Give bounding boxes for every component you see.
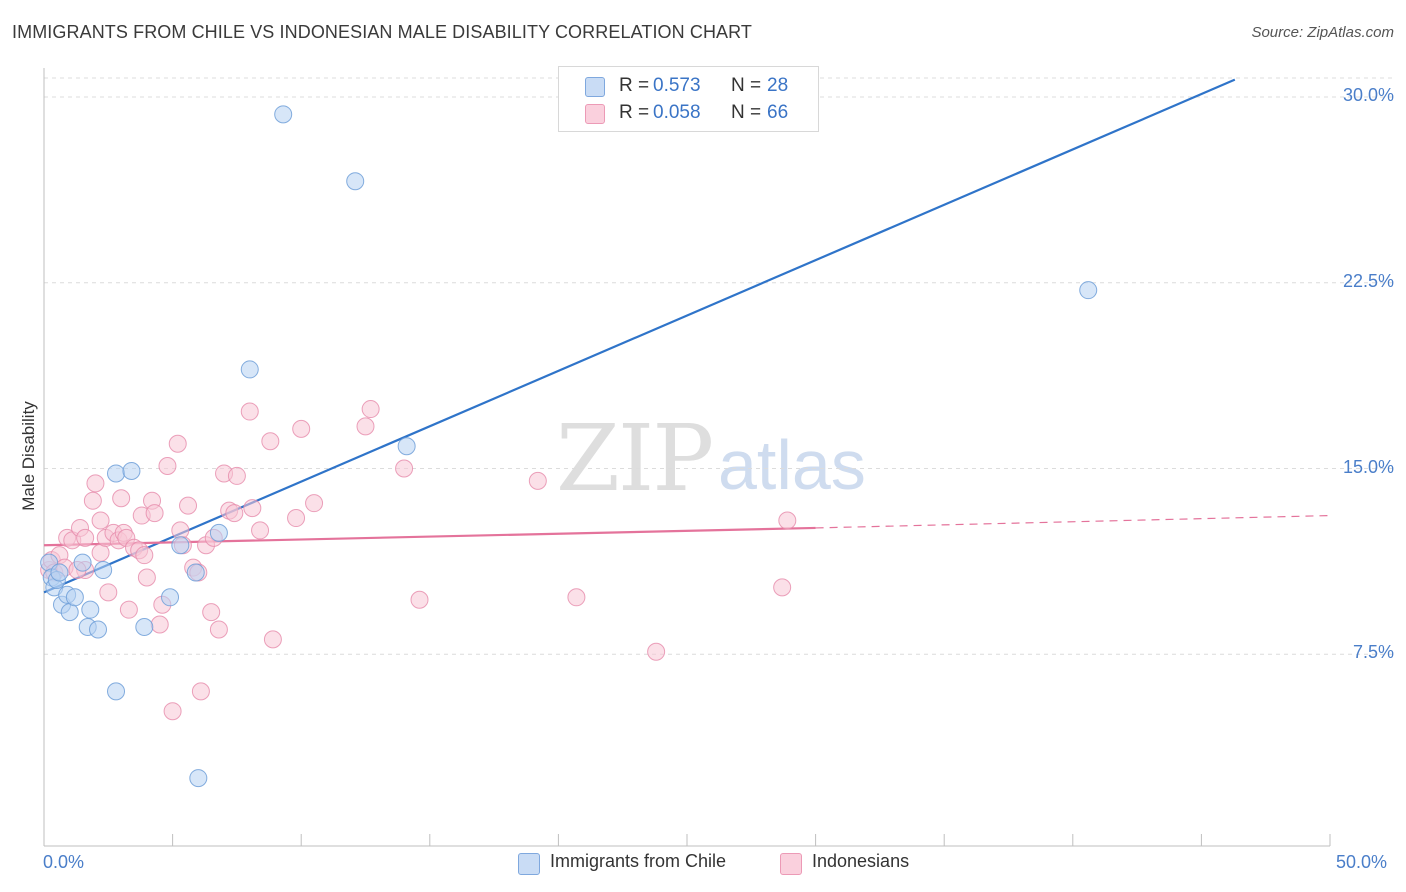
chile-point xyxy=(107,682,126,701)
y-tick-label: 7.5% xyxy=(1352,642,1394,663)
indonesians-point xyxy=(287,509,306,528)
chile-point xyxy=(397,437,416,456)
y-tick-label: 22.5% xyxy=(1342,270,1394,291)
bottom-legend-label-chile: Immigrants from Chile xyxy=(550,851,727,871)
indonesians-point xyxy=(209,620,228,639)
legend-r-label: R = xyxy=(619,75,650,96)
legend-n-value: 66 xyxy=(767,102,789,123)
chile-point xyxy=(209,523,228,542)
indonesians-point xyxy=(251,521,270,540)
bottom-legend-swatch-indonesians xyxy=(780,853,802,875)
watermark-zip: ZIP xyxy=(556,405,714,512)
point-layer xyxy=(40,105,1098,788)
indonesians-point xyxy=(202,603,221,622)
indonesians-point xyxy=(240,402,259,421)
chile-trend-line xyxy=(43,78,1236,594)
indonesians-point xyxy=(773,578,792,597)
legend-swatch-chile xyxy=(585,77,605,97)
chile-point xyxy=(122,461,141,480)
chile-point xyxy=(94,561,113,580)
indonesians-point xyxy=(227,466,246,485)
chart-title: IMMIGRANTS FROM CHILE VS INDONESIAN MALE… xyxy=(12,22,753,42)
y-tick-label: 15.0% xyxy=(1342,456,1394,477)
chile-point xyxy=(171,536,190,555)
indonesians-point xyxy=(225,504,244,523)
indonesians-point xyxy=(647,642,666,661)
indonesians-point xyxy=(395,459,414,478)
stats-legend: R = 0.573 N = 28 R = 0.058 N = 66 xyxy=(558,66,819,132)
chile-point xyxy=(240,360,259,379)
indonesians-point xyxy=(243,499,262,518)
legend-n-label: N = xyxy=(731,102,762,123)
indonesians-point xyxy=(112,489,131,508)
chile-point xyxy=(186,563,205,582)
indonesians-point xyxy=(119,600,138,619)
legend-r-label: R = xyxy=(619,102,650,123)
legend-r-value: 0.573 xyxy=(653,75,701,96)
bottom-legend-label-indonesians: Indonesians xyxy=(812,851,910,871)
legend-n-value: 28 xyxy=(767,75,789,96)
indonesians-trend-extension xyxy=(815,514,1331,529)
indonesians-point xyxy=(361,400,380,419)
chile-point xyxy=(346,172,365,191)
indonesians-point xyxy=(410,590,429,609)
indonesians-point xyxy=(567,588,586,607)
indonesians-point xyxy=(263,630,282,649)
x-tick-label-max: 50.0% xyxy=(1336,852,1388,872)
indonesians-point xyxy=(305,494,324,513)
indonesians-point xyxy=(99,583,118,602)
chile-point xyxy=(189,769,208,788)
chile-point xyxy=(107,464,126,483)
indonesians-point xyxy=(86,474,105,493)
chile-point xyxy=(135,618,154,637)
axis-layer xyxy=(43,68,1331,847)
chile-point xyxy=(1079,281,1098,300)
indonesians-point xyxy=(528,471,547,490)
chile-point xyxy=(50,563,69,582)
chile-point xyxy=(89,620,108,639)
legend-swatch-indonesians xyxy=(585,104,605,124)
indonesians-point xyxy=(778,511,797,530)
bottom-legend-swatch-chile xyxy=(518,853,540,875)
chile-point xyxy=(65,588,84,607)
indonesians-point xyxy=(91,511,110,530)
y-axis-label: Male Disability xyxy=(19,401,38,511)
indonesians-point xyxy=(179,496,198,515)
indonesians-point xyxy=(150,615,169,634)
indonesians-point xyxy=(145,504,164,523)
legend-r-value: 0.058 xyxy=(653,102,701,123)
x-tick-label-min: 0.0% xyxy=(43,852,85,872)
indonesians-trend-line xyxy=(43,526,816,547)
indonesians-point xyxy=(191,682,210,701)
chile-point xyxy=(73,553,92,572)
indonesians-point xyxy=(83,491,102,510)
chile-point xyxy=(81,600,100,619)
source-credit: Source: ZipAtlas.com xyxy=(1251,24,1394,41)
indonesians-point xyxy=(135,546,154,565)
indonesians-point xyxy=(158,457,177,476)
indonesians-point xyxy=(168,434,187,453)
indonesians-point xyxy=(356,417,375,436)
y-tick-label: 30.0% xyxy=(1342,85,1394,105)
indonesians-point xyxy=(76,528,95,547)
indonesians-point xyxy=(163,702,182,721)
chile-point xyxy=(274,105,293,124)
indonesians-point xyxy=(292,419,311,438)
legend-n-label: N = xyxy=(731,75,762,96)
indonesians-point xyxy=(261,432,280,451)
watermark-atlas: atlas xyxy=(718,426,866,504)
chile-point xyxy=(161,588,180,607)
indonesians-point xyxy=(137,568,156,587)
